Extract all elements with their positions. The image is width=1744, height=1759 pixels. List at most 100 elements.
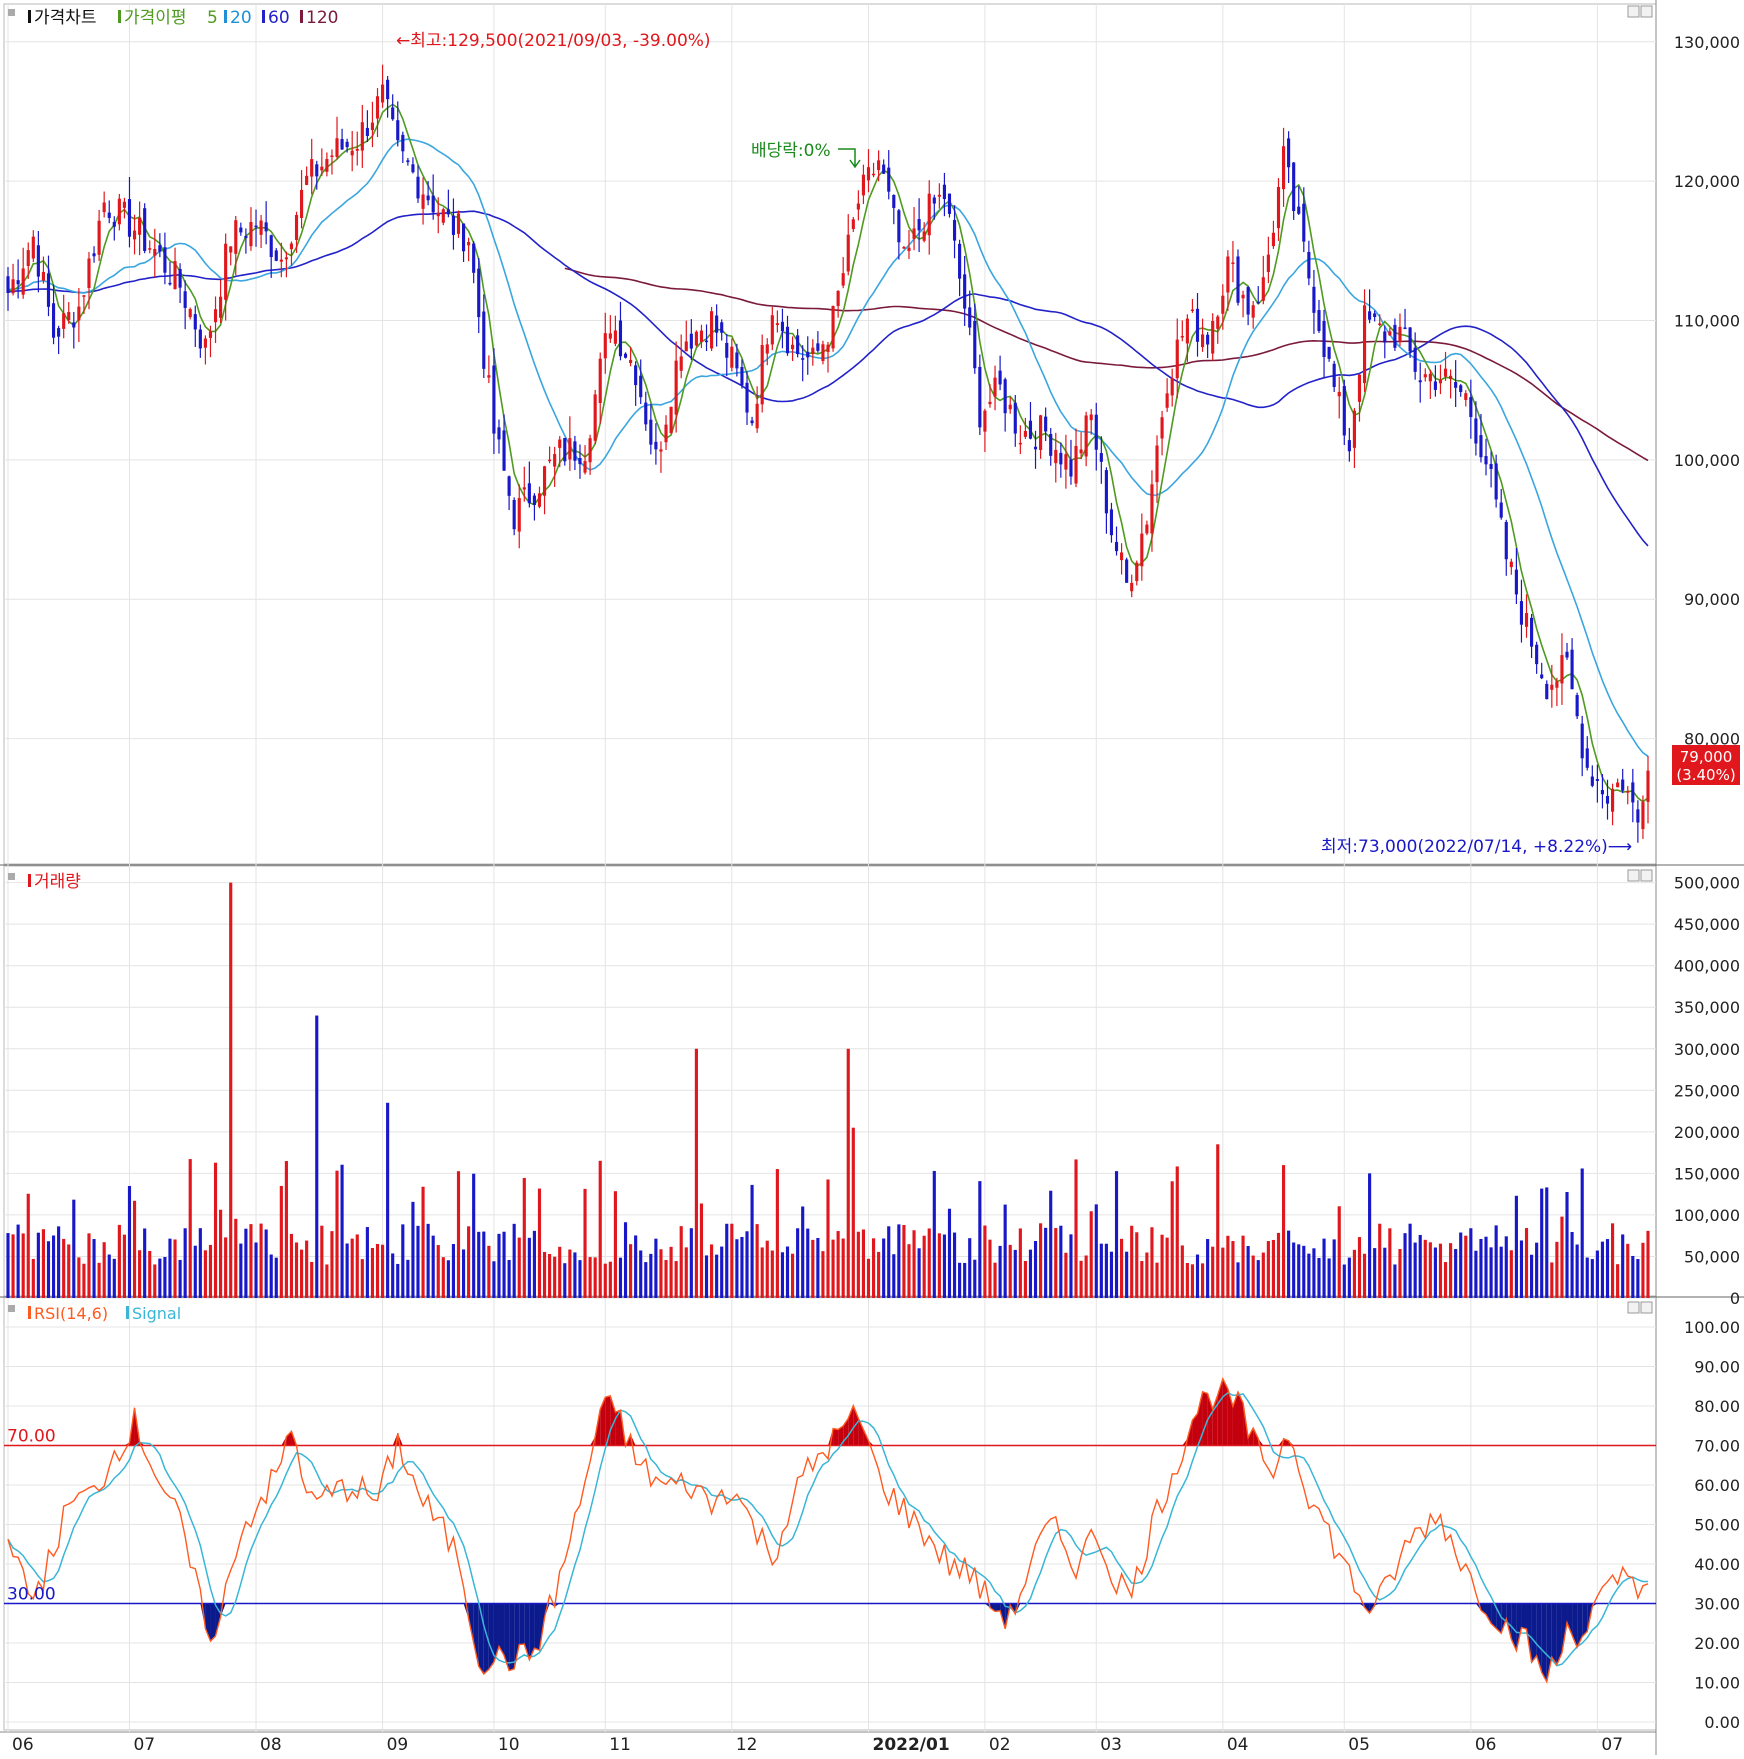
volume-bar bbox=[745, 1231, 749, 1298]
volume-bar bbox=[482, 1231, 486, 1298]
candle-body bbox=[330, 155, 334, 158]
volume-bar bbox=[917, 1248, 921, 1298]
volume-bar bbox=[163, 1257, 167, 1298]
volume-bar bbox=[350, 1238, 354, 1298]
rsi-oversold-fill bbox=[1506, 1603, 1512, 1639]
candle-body bbox=[1089, 414, 1093, 421]
volume-bar bbox=[1302, 1245, 1306, 1298]
rsi-tick-label: 70.00 bbox=[1694, 1437, 1740, 1456]
volume-bar bbox=[1636, 1259, 1640, 1298]
candle-body bbox=[730, 346, 734, 368]
candle-body bbox=[1388, 331, 1392, 336]
rsi-overbought-fill bbox=[1232, 1391, 1238, 1446]
volume-bar bbox=[553, 1256, 557, 1298]
volume-bar bbox=[699, 1203, 704, 1298]
volume-bar bbox=[1140, 1261, 1144, 1298]
volume-bar bbox=[143, 1228, 147, 1298]
volume-bar bbox=[401, 1224, 405, 1298]
volume-bar bbox=[1342, 1264, 1346, 1298]
candle-body bbox=[436, 212, 440, 217]
volume-bar bbox=[542, 1251, 547, 1298]
x-axis-label: 03 bbox=[1100, 1735, 1122, 1755]
price-panel-close-icon[interactable] bbox=[1640, 5, 1653, 18]
volume-panel-handle-icon[interactable] bbox=[8, 873, 15, 880]
candle-body bbox=[877, 160, 881, 171]
candle-body bbox=[785, 326, 790, 354]
volume-bar bbox=[1241, 1235, 1245, 1298]
candle-body bbox=[1357, 374, 1362, 402]
volume-bar bbox=[1195, 1254, 1200, 1298]
volume-bar bbox=[1570, 1232, 1574, 1298]
volume-bar bbox=[568, 1249, 572, 1298]
candle-body bbox=[1114, 541, 1119, 552]
volume-tick-label: 350,000 bbox=[1674, 998, 1740, 1017]
rsi-oversold-fill bbox=[1551, 1603, 1557, 1665]
price-panel-minimize-icon[interactable] bbox=[1627, 5, 1640, 18]
candle-body bbox=[117, 198, 121, 225]
candle-body bbox=[745, 382, 749, 413]
volume-bar bbox=[1605, 1239, 1610, 1298]
volume-bar bbox=[472, 1173, 476, 1298]
volume-bar bbox=[1519, 1240, 1524, 1298]
candle-body bbox=[254, 225, 258, 228]
rsi-overbought-fill bbox=[1217, 1378, 1223, 1446]
volume-bar bbox=[1008, 1244, 1012, 1298]
volume-bar bbox=[1332, 1239, 1336, 1298]
candle-body bbox=[1281, 146, 1286, 190]
price-panel-handle-icon[interactable] bbox=[8, 9, 15, 16]
rsi-oversold-fill bbox=[1480, 1603, 1487, 1615]
volume-bar bbox=[573, 1252, 577, 1298]
rsi-panel-close-icon[interactable] bbox=[1640, 1301, 1653, 1314]
signal-legend-marker-icon bbox=[126, 1306, 129, 1319]
volume-bar bbox=[244, 1228, 248, 1298]
candlesticks bbox=[6, 64, 1650, 843]
volume-panel-minimize-icon[interactable] bbox=[1627, 869, 1640, 882]
rsi-panel-minimize-icon[interactable] bbox=[1627, 1301, 1640, 1314]
volume-bar bbox=[871, 1238, 876, 1298]
rsi-oversold-fill bbox=[1486, 1603, 1492, 1624]
x-axis-label: 02 bbox=[989, 1735, 1011, 1755]
candle-body bbox=[674, 360, 678, 415]
volume-bar bbox=[932, 1170, 936, 1298]
candle-body bbox=[1251, 305, 1255, 318]
rsi-oversold-fill bbox=[1516, 1603, 1522, 1651]
x-axis-label: 12 bbox=[736, 1735, 758, 1755]
candle-body bbox=[441, 209, 445, 223]
candle-body bbox=[477, 268, 481, 318]
volume-bar bbox=[1276, 1232, 1281, 1298]
candle-body bbox=[1408, 327, 1412, 352]
volume-bar bbox=[87, 1233, 91, 1298]
volume-bar bbox=[1398, 1249, 1402, 1298]
price-tick-label: 110,000 bbox=[1674, 312, 1740, 331]
candle-body bbox=[1317, 310, 1321, 332]
rsi-panel-handle-icon[interactable] bbox=[8, 1305, 15, 1312]
candle-body bbox=[1438, 380, 1443, 384]
volume-bar bbox=[1580, 1168, 1584, 1298]
candle-body bbox=[704, 340, 709, 343]
candle-body bbox=[968, 307, 972, 328]
volume-bar bbox=[765, 1240, 769, 1298]
volume-bar bbox=[132, 1200, 137, 1298]
volume-panel-close-icon[interactable] bbox=[1640, 869, 1653, 882]
price-legend-marker-icon bbox=[28, 10, 31, 23]
volume-bar bbox=[1590, 1259, 1594, 1298]
volume-bar bbox=[1023, 1261, 1027, 1298]
price-panel-buttons bbox=[1627, 5, 1653, 18]
candle-body bbox=[1403, 327, 1407, 329]
candle-body bbox=[284, 257, 288, 260]
volume-bar bbox=[82, 1263, 86, 1298]
candle-body bbox=[411, 164, 415, 173]
candle-body bbox=[406, 160, 410, 163]
volume-bar bbox=[548, 1253, 552, 1298]
candle-body bbox=[1347, 440, 1351, 452]
volume-bar bbox=[821, 1251, 825, 1298]
rsi-oversold-fill bbox=[210, 1603, 216, 1642]
rsi-oversold-fill bbox=[509, 1603, 515, 1671]
candle-body bbox=[811, 347, 815, 354]
candle-body bbox=[593, 394, 597, 441]
candle-body bbox=[750, 420, 754, 424]
last-price-change: (3.40%) bbox=[1676, 766, 1735, 784]
candle-body bbox=[532, 495, 536, 505]
candle-body bbox=[168, 282, 172, 285]
